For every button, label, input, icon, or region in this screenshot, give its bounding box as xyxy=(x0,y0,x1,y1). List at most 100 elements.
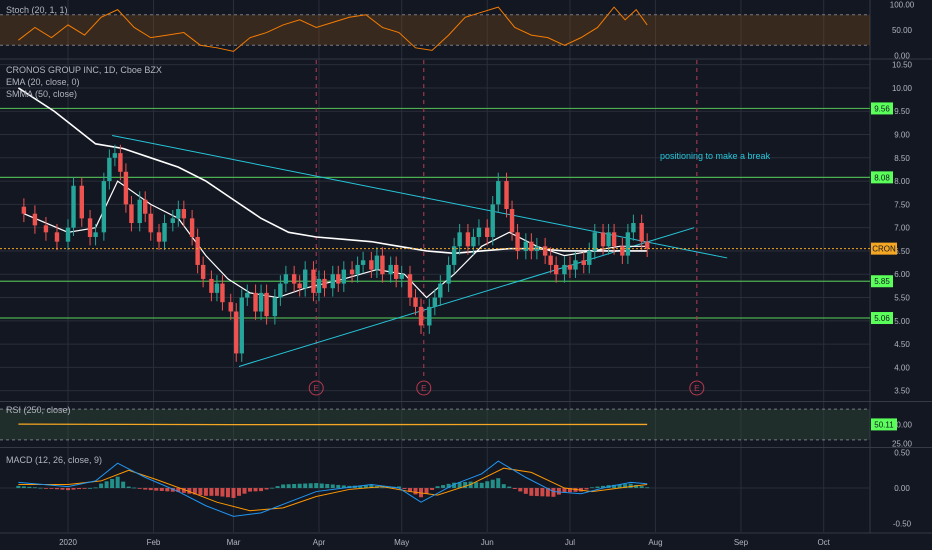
macd-histogram-bar xyxy=(303,483,308,489)
candle-body xyxy=(438,283,443,298)
macd-histogram-bar xyxy=(60,488,65,490)
candle-body xyxy=(214,283,220,293)
x-tick-label: May xyxy=(394,538,409,547)
ema-legend: EMA (20, close, 0) xyxy=(6,77,80,87)
price-legend-title: CRONOS GROUP INC, 1D, Cboe BZX xyxy=(6,65,162,75)
macd-line xyxy=(18,460,648,517)
candle-body xyxy=(181,209,187,219)
rsi-panel[interactable] xyxy=(0,408,870,441)
candle-body xyxy=(336,274,341,284)
macd-histogram-bar xyxy=(170,488,175,492)
candle-body xyxy=(369,260,374,270)
level-tag xyxy=(871,275,893,288)
macd-histogram-bar xyxy=(77,488,82,490)
macd-histogram-bar xyxy=(623,484,628,489)
macd-histogram-bar xyxy=(584,488,589,490)
macd-histogram-bar xyxy=(595,486,600,489)
macd-histogram-bar xyxy=(253,488,258,492)
candle-body xyxy=(620,246,625,256)
macd-histogram-bar xyxy=(639,486,644,489)
macd-histogram-bar xyxy=(507,486,512,489)
candle-body xyxy=(496,181,501,205)
macd-histogram-bar xyxy=(518,488,523,492)
price-tick-label: 8.50 xyxy=(894,154,910,163)
x-tick-label: Sep xyxy=(734,538,749,547)
candle-body xyxy=(465,232,471,247)
macd-histogram-bar xyxy=(435,486,440,489)
stoch-line xyxy=(18,6,648,52)
macd-histogram-bar xyxy=(71,488,76,490)
candle-body xyxy=(548,255,553,265)
candle-body xyxy=(523,241,529,251)
macd-histogram-bar xyxy=(242,488,247,494)
candle-body xyxy=(291,274,297,284)
price-tick-label: 5.50 xyxy=(894,294,910,303)
macd-histogram-bar xyxy=(176,488,181,493)
earnings-marker xyxy=(689,380,705,396)
candle-body xyxy=(234,311,239,354)
x-tick-label: Oct xyxy=(817,538,830,547)
macd-histogram-bar xyxy=(358,485,363,489)
macd-histogram-bar xyxy=(628,483,633,489)
candle-body xyxy=(625,232,631,256)
macd-panel[interactable] xyxy=(0,460,870,517)
stoch-panel[interactable] xyxy=(0,6,870,52)
candle-body xyxy=(87,218,93,237)
candle-body xyxy=(529,241,534,251)
macd-histogram-bar xyxy=(325,483,330,489)
candle-body xyxy=(581,260,586,265)
macd-histogram-bar xyxy=(540,488,545,497)
macd-histogram-bar xyxy=(66,488,70,491)
candle-body xyxy=(639,223,644,242)
macd-histogram-bar xyxy=(192,488,197,495)
candle-body xyxy=(143,199,148,214)
macd-histogram-bar xyxy=(121,481,126,489)
price-tick-label: 4.00 xyxy=(894,363,910,372)
macd-histogram-bar xyxy=(292,483,297,489)
candle-body xyxy=(283,274,289,284)
candle-body xyxy=(355,264,360,275)
macd-histogram-bar xyxy=(634,484,639,489)
candle-body xyxy=(148,213,153,233)
macd-histogram-bar xyxy=(181,488,186,493)
macd-histogram-bar xyxy=(203,488,208,496)
earnings-marker-label: E xyxy=(694,384,699,393)
candle-body xyxy=(112,153,118,158)
level-tag-label: 8.08 xyxy=(874,173,890,182)
macd-histogram-bar xyxy=(501,484,506,489)
candle-body xyxy=(330,274,335,289)
candle-body xyxy=(264,292,269,317)
earnings-marker xyxy=(308,380,324,396)
macd-histogram-bar xyxy=(54,488,59,490)
candle-body xyxy=(631,223,636,233)
candle-body xyxy=(32,213,38,226)
price-tick-label: 4.50 xyxy=(894,340,910,349)
macd-histogram-bar xyxy=(308,483,313,489)
candle-body xyxy=(209,278,214,293)
macd-histogram-bar xyxy=(21,486,26,489)
x-tick-label: Aug xyxy=(648,538,662,547)
macd-histogram-bar xyxy=(27,486,32,489)
macd-histogram-bar xyxy=(286,484,291,489)
candle-body xyxy=(302,269,308,289)
macd-histogram-bar xyxy=(319,483,324,489)
macd-histogram-bar xyxy=(43,488,48,489)
candle-body xyxy=(245,292,250,298)
candle-body xyxy=(123,171,129,205)
candle-body xyxy=(322,278,327,289)
candle-body xyxy=(388,264,393,275)
chart-annotation: positioning to make a break xyxy=(660,151,771,161)
candle-body xyxy=(399,274,404,279)
candle-body xyxy=(341,269,346,284)
macd-histogram-bar xyxy=(264,488,269,490)
candle-body xyxy=(432,297,438,307)
macd-histogram-bar xyxy=(16,485,21,489)
x-tick-label: Mar xyxy=(227,538,241,547)
candle-body xyxy=(170,218,176,224)
macd-histogram-bar xyxy=(148,488,153,491)
candle-body xyxy=(79,185,84,219)
level-tag-label: 9.56 xyxy=(874,104,890,113)
candle-body xyxy=(374,255,380,270)
